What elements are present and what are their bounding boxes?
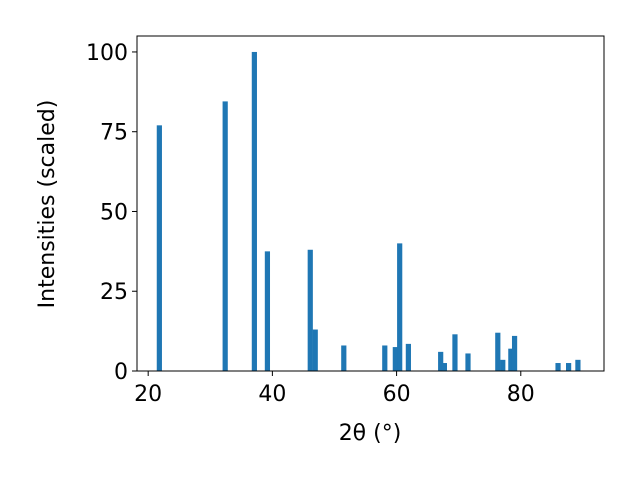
x-tick-label: 20	[134, 382, 162, 407]
y-tick-label: 50	[100, 200, 128, 225]
bar	[575, 359, 581, 371]
y-tick-label: 25	[100, 280, 128, 305]
bar	[500, 359, 506, 371]
bar	[382, 345, 388, 371]
bar	[511, 335, 518, 371]
x-axis-label: 2θ (°)	[339, 421, 402, 446]
bar	[251, 51, 257, 371]
bar	[307, 249, 313, 371]
bar	[264, 251, 271, 371]
y-tick-label: 0	[114, 360, 128, 385]
plot-frame	[136, 35, 605, 372]
bar	[397, 243, 403, 371]
bar	[495, 332, 501, 371]
bar	[156, 125, 162, 371]
y-tick-label: 100	[86, 41, 128, 66]
bar	[452, 334, 458, 371]
bar	[392, 347, 398, 371]
bar	[441, 363, 448, 371]
bar	[566, 363, 572, 371]
y-axis-label: Intensities (scaled)	[35, 100, 60, 309]
y-tick-label: 75	[100, 121, 128, 146]
bar	[555, 363, 561, 371]
x-tick-label: 80	[507, 382, 535, 407]
bar	[312, 329, 318, 371]
bar	[341, 345, 347, 371]
bar	[222, 101, 228, 372]
x-tick-label: 40	[258, 382, 286, 407]
bar	[438, 351, 444, 371]
bar	[405, 343, 411, 371]
bar	[465, 353, 471, 371]
x-tick-label: 60	[383, 382, 411, 407]
bar	[508, 348, 514, 371]
